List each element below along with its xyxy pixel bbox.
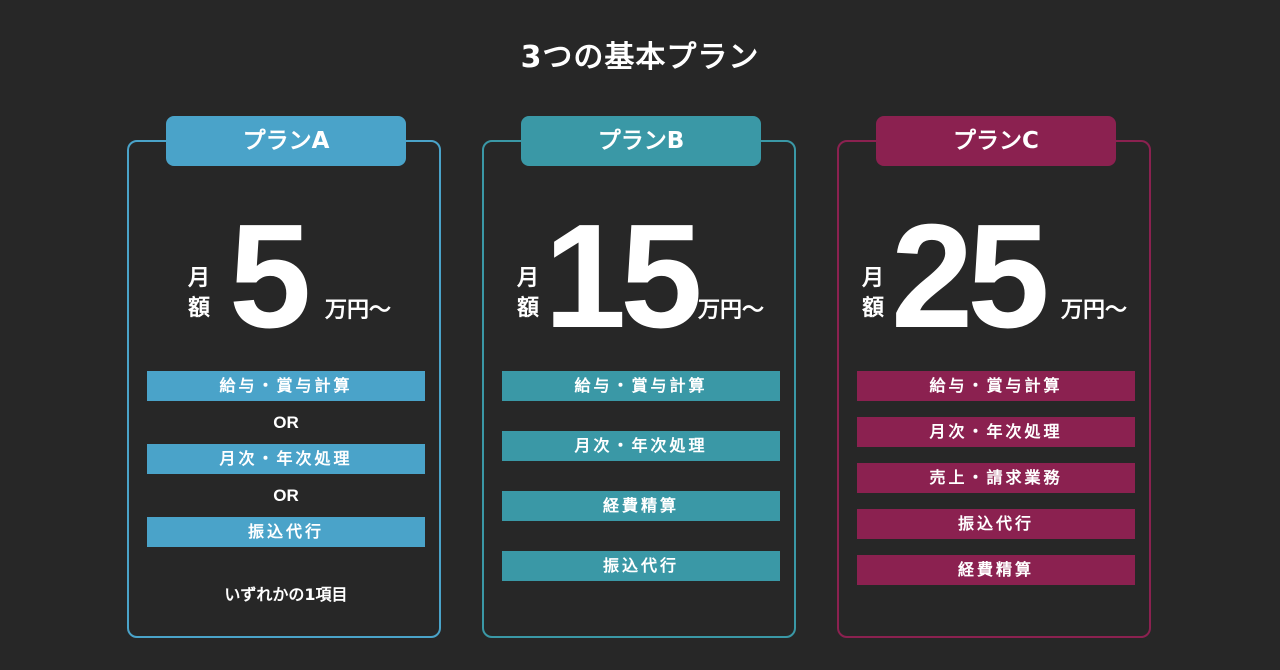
plan-b-price: 月 額 15 万円〜 [484, 194, 794, 359]
page-title: 3つの基本プラン [520, 40, 760, 75]
plan-item: 給与・賞与計算 [502, 371, 780, 401]
plan-item: 振込代行 [147, 517, 425, 547]
plan-a-label: プランA [166, 116, 406, 166]
plan-item: 給与・賞与計算 [857, 371, 1135, 401]
monthly-label-char: 額 [516, 296, 539, 321]
or-separator: OR [273, 413, 299, 432]
or-separator: OR [273, 486, 299, 505]
monthly-label: 月 額 [861, 264, 885, 324]
price-value: 25 [891, 194, 1050, 359]
plan-item: 月次・年次処理 [857, 417, 1135, 447]
plan-a-price: 月 額 5 万円〜 [129, 194, 439, 359]
plan-item: 給与・賞与計算 [147, 371, 425, 401]
monthly-label-char: 額 [187, 296, 210, 321]
plan-item: 経費精算 [502, 491, 780, 521]
plan-b-card: プランB 月 額 15 万円〜 給与・賞与計算 月次・年次処理 経費精算 振込代… [482, 116, 796, 638]
monthly-label-char: 月 [187, 266, 210, 291]
price-value: 15 [544, 194, 703, 359]
plan-c-price: 月 額 25 万円〜 [839, 194, 1149, 359]
plan-a-items: 給与・賞与計算 OR 月次・年次処理 OR 振込代行 いずれかの1項目 [147, 371, 425, 605]
monthly-label: 月 額 [516, 264, 540, 324]
plan-c-card: プランC 月 額 25 万円〜 給与・賞与計算 月次・年次処理 売上・請求業務 … [837, 116, 1151, 638]
plan-item: 振込代行 [502, 551, 780, 581]
plan-item: 売上・請求業務 [857, 463, 1135, 493]
plan-a-card: プランA 月 額 5 万円〜 給与・賞与計算 OR 月次・年次処理 OR 振込代… [127, 116, 441, 638]
price-unit: 万円〜 [1061, 298, 1128, 323]
plan-item: 経費精算 [857, 555, 1135, 585]
plan-b-items: 給与・賞与計算 月次・年次処理 経費精算 振込代行 [502, 371, 780, 581]
plan-item: 月次・年次処理 [502, 431, 780, 461]
plan-c-items: 給与・賞与計算 月次・年次処理 売上・請求業務 振込代行 経費精算 [857, 371, 1135, 585]
price-value: 5 [229, 194, 311, 359]
price-unit: 万円〜 [325, 298, 392, 323]
plan-b-label: プランB [521, 116, 761, 166]
plan-item: 振込代行 [857, 509, 1135, 539]
monthly-label-char: 月 [516, 266, 539, 291]
plan-item: 月次・年次処理 [147, 444, 425, 474]
plan-c-label: プランC [876, 116, 1116, 166]
monthly-label-char: 額 [861, 296, 884, 321]
monthly-label: 月 額 [187, 264, 211, 324]
plan-note: いずれかの1項目 [224, 585, 348, 604]
monthly-label-char: 月 [861, 266, 884, 291]
price-unit: 万円〜 [698, 298, 765, 323]
